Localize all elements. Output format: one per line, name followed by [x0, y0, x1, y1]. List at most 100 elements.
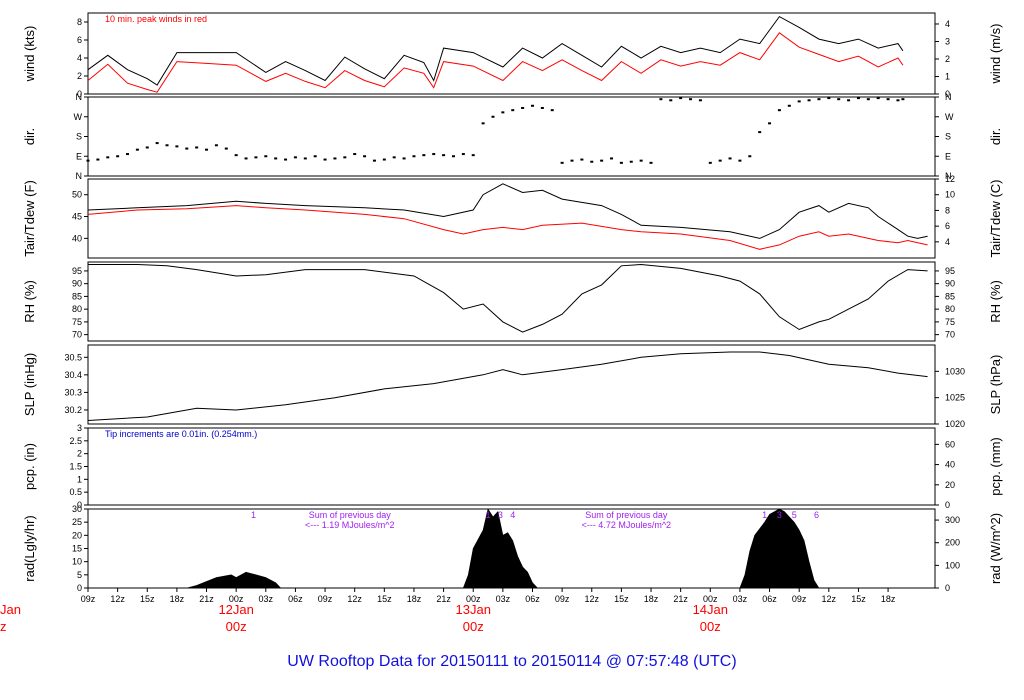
x-tick-label: 09z	[792, 594, 807, 604]
direction-point	[708, 161, 712, 164]
radiation-annotation: 1	[486, 510, 491, 520]
direction-point	[896, 99, 900, 102]
left-tick-label: 3	[77, 423, 82, 433]
direction-point	[195, 146, 199, 149]
right-tick-label: 2	[945, 54, 950, 64]
direction-point	[86, 159, 90, 162]
direction-point	[629, 160, 633, 163]
x-tick-label: 15z	[851, 594, 866, 604]
direction-point	[876, 97, 880, 100]
left-tick-label: 30	[72, 504, 82, 514]
direction-point	[827, 97, 831, 100]
direction-point	[402, 157, 406, 160]
direction-point	[244, 157, 248, 160]
right-tick-label: 20	[945, 480, 955, 490]
left-tick-label: 50	[72, 190, 82, 200]
right-tick-label: 90	[945, 279, 955, 289]
direction-point	[412, 155, 416, 158]
left-tick-label: N	[76, 92, 83, 102]
panel-frame	[87, 344, 936, 425]
right-tick-label: 60	[945, 439, 955, 449]
panel-4: 70 75 80 85 90 95 70 75 80 85 90 95 RH (%) RH (%)	[22, 261, 1003, 342]
left-tick-label: 85	[72, 291, 82, 301]
day-label-date: 14Jan	[693, 602, 728, 617]
radiation-annotation: <--- 1.19 MJoules/m^2	[305, 520, 395, 530]
radiation-annotation: 6	[814, 510, 819, 520]
y-axis-label-right: pcp. (mm)	[988, 437, 1003, 496]
radiation-annotation: 1	[762, 510, 767, 520]
direction-point	[817, 98, 821, 101]
series-line	[87, 205, 928, 250]
direction-point	[205, 148, 209, 151]
direction-point	[570, 159, 574, 162]
left-tick-label: 0	[77, 583, 82, 593]
direction-point	[540, 106, 544, 109]
y-axis-label: SLP (inHg)	[22, 353, 37, 416]
direction-point	[303, 157, 307, 160]
direction-point	[787, 104, 791, 107]
left-tick-label: 80	[72, 304, 82, 314]
direction-point	[392, 156, 396, 159]
direction-point	[96, 158, 100, 161]
right-tick-label: 1	[945, 72, 950, 82]
direction-point	[501, 111, 505, 114]
right-tick-label: N	[945, 92, 952, 102]
x-axis: 09z 12z 15z 18z 21z 00z 03z 06z 09z 12z 15z 18z 21z 0…	[0, 588, 896, 634]
direction-point	[837, 98, 841, 101]
left-tick-label: 30.5	[64, 352, 82, 362]
right-tick-label: N	[945, 171, 952, 181]
y-axis-label: dir.	[22, 128, 37, 145]
right-tick-label: E	[945, 151, 951, 161]
radiation-annotation: 4	[510, 510, 515, 520]
right-tick-label: 1020	[945, 419, 965, 429]
direction-point	[530, 104, 534, 107]
right-tick-label: 0	[945, 500, 950, 510]
x-tick-label: 15z	[140, 594, 155, 604]
right-tick-label: 95	[945, 266, 955, 276]
x-tick-label: 12z	[822, 594, 837, 604]
direction-point	[698, 99, 702, 102]
series-line	[87, 32, 904, 93]
left-tick-label: 40	[72, 233, 82, 243]
direction-point	[659, 98, 663, 101]
y-axis-label-right: RH (%)	[988, 280, 1003, 323]
y-axis-label-right: dir.	[988, 128, 1003, 145]
radiation-area	[88, 508, 928, 589]
direction-point	[333, 157, 337, 160]
direction-point	[728, 157, 732, 160]
x-tick-label: 18z	[881, 594, 896, 604]
left-tick-label: 25	[72, 517, 82, 527]
direction-point	[126, 153, 130, 156]
left-tick-label: 95	[72, 266, 82, 276]
right-tick-label: 200	[945, 538, 960, 548]
right-tick-label: 12	[945, 174, 955, 184]
direction-point	[165, 144, 169, 147]
series-line	[87, 351, 928, 421]
direction-point	[560, 161, 564, 164]
direction-point	[185, 147, 189, 150]
direction-point	[856, 97, 860, 100]
left-tick-label: 0	[77, 89, 82, 99]
direction-point	[669, 99, 673, 102]
x-tick-label: 06z	[525, 594, 540, 604]
left-tick-label: 30.4	[64, 370, 82, 380]
x-tick-label: 03z	[259, 594, 274, 604]
direction-point	[313, 155, 317, 158]
direction-point	[343, 156, 347, 159]
x-tick-label: 09z	[81, 594, 96, 604]
panel-frame	[87, 178, 936, 259]
direction-point	[353, 153, 357, 156]
radiation-annotation: 3	[498, 510, 503, 520]
left-tick-label: E	[76, 151, 82, 161]
y-axis-label: pcp. (in)	[22, 443, 37, 490]
direction-point	[590, 160, 594, 163]
y-axis-label: rad(Lgly/hr)	[22, 515, 37, 581]
direction-point	[768, 122, 772, 125]
direction-point	[422, 154, 426, 157]
x-tick-label: 03z	[733, 594, 748, 604]
series-line	[87, 183, 928, 239]
direction-point	[580, 158, 584, 161]
panel-frame	[87, 12, 936, 95]
